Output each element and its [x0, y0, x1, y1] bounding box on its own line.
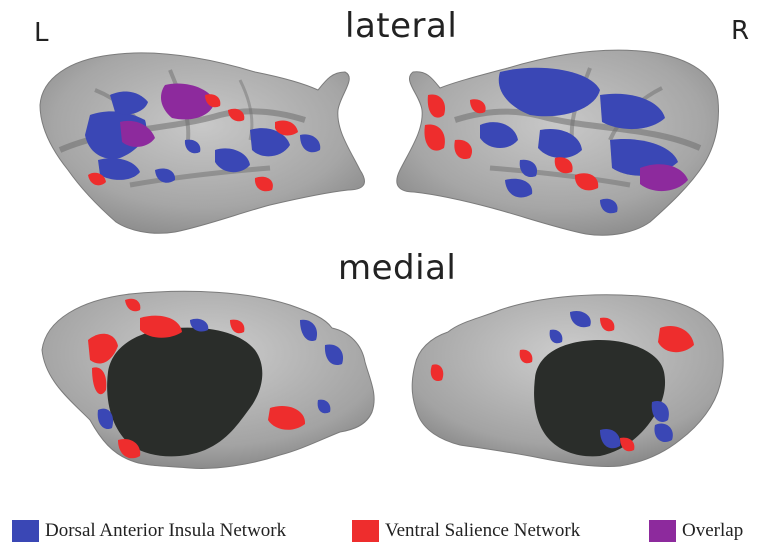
legend-item-dorsal-anterior-insula: Dorsal Anterior Insula Network [12, 516, 286, 546]
medial-right-hemisphere [411, 294, 724, 467]
medial-left-hemisphere [41, 290, 375, 469]
legend-label: Ventral Salience Network [385, 520, 581, 541]
lateral-left-hemisphere [39, 52, 365, 234]
legend-label: Overlap [682, 520, 744, 541]
medial-view-title: medial [338, 248, 457, 288]
legend-label: Dorsal Anterior Insula Network [45, 520, 287, 541]
legend: Dorsal Anterior Insula Network Ventral S… [0, 516, 757, 546]
legend-swatch-blue [12, 520, 39, 542]
legend-swatch-red [352, 520, 379, 542]
legend-swatch-purple [649, 520, 676, 542]
right-hemisphere-label: R [731, 16, 750, 46]
legend-item-ventral-salience: Ventral Salience Network [352, 516, 580, 546]
left-hemisphere-label: L [34, 18, 49, 48]
lateral-right-hemisphere [396, 49, 719, 236]
lateral-view-title: lateral [345, 6, 458, 46]
legend-item-overlap: Overlap [649, 516, 743, 546]
